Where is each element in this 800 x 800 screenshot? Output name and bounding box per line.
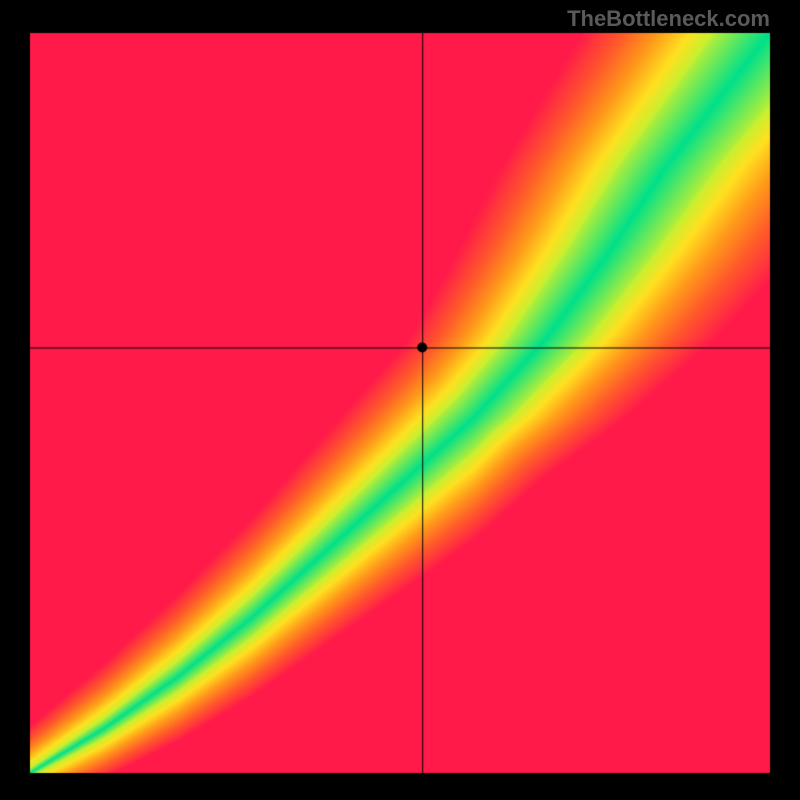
source-watermark: TheBottleneck.com bbox=[567, 6, 770, 32]
bottleneck-heatmap bbox=[0, 0, 800, 800]
chart-container: TheBottleneck.com bbox=[0, 0, 800, 800]
